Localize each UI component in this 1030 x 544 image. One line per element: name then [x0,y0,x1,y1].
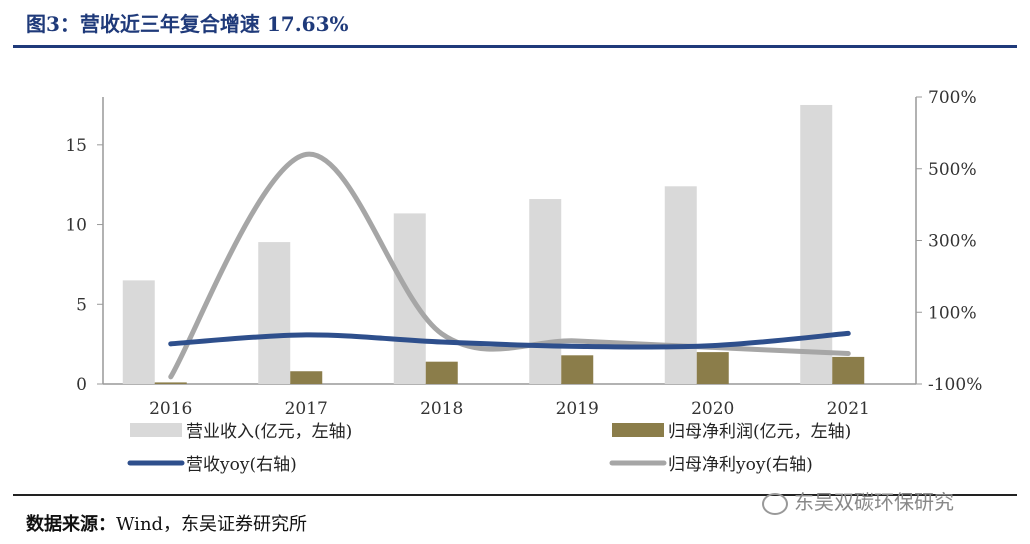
right-tick-label: -100% [928,375,982,395]
x-tick-label: 2017 [285,399,328,419]
revenue-bar [664,186,697,384]
source-text: Wind，东吴证券研究所 [116,514,308,535]
net-profit-bar [425,361,458,384]
source-label: 数据来源： [26,514,116,535]
revenue-bar [122,280,155,384]
x-tick-label: 2019 [556,399,599,419]
net-profit-bar [561,355,594,384]
left-tick-label: 5 [76,295,87,315]
wechat-icon [762,492,788,515]
title-rule [13,45,1017,48]
chart: 0 5 10 15 -100% 100% 300% 500% 700% 2016 2017 2018 2… [65,88,982,475]
watermark-text: 东吴双碳环保研究 [794,490,954,514]
net-profit-bar [832,356,865,384]
net-profit-bar [154,382,187,384]
legend-net-profit-label: 归母净利润(亿元，左轴) [668,422,851,442]
legend-revenue-yoy-label: 营收yoy(右轴) [186,455,297,475]
right-tick-label: 500% [928,160,977,180]
legend-net-profit-yoy-label: 归母净利yoy(右轴) [668,455,813,475]
right-tick-label: 300% [928,232,977,252]
legend-revenue-label: 营业收入(亿元，左轴) [186,422,352,442]
figure-title: 图3：营收近三年复合增速 17.63% [26,12,349,36]
revenue-bar [529,199,562,384]
x-tick-label: 2020 [691,399,734,419]
legend-net-profit-swatch [612,423,664,437]
left-tick-label: 10 [65,216,87,236]
revenue-yoy-line [168,330,851,350]
revenue-bar [258,242,291,384]
net-profit-bar [290,371,323,384]
left-tick-label: 15 [65,136,87,156]
revenue-bar [800,104,833,384]
net-profit-bar [696,352,729,384]
right-tick-label: 100% [928,303,977,323]
x-tick-label: 2018 [420,399,463,419]
watermark: 东吴双碳环保研究 [762,486,954,515]
right-tick-label: 700% [928,88,977,108]
x-tick-label: 2021 [827,399,870,419]
x-tick-label: 2016 [149,399,192,419]
legend-revenue-swatch [130,423,182,437]
source-note: 数据来源：Wind，东吴证券研究所 [26,510,307,536]
left-tick-label: 0 [76,375,87,395]
footer-rule [13,494,1017,496]
